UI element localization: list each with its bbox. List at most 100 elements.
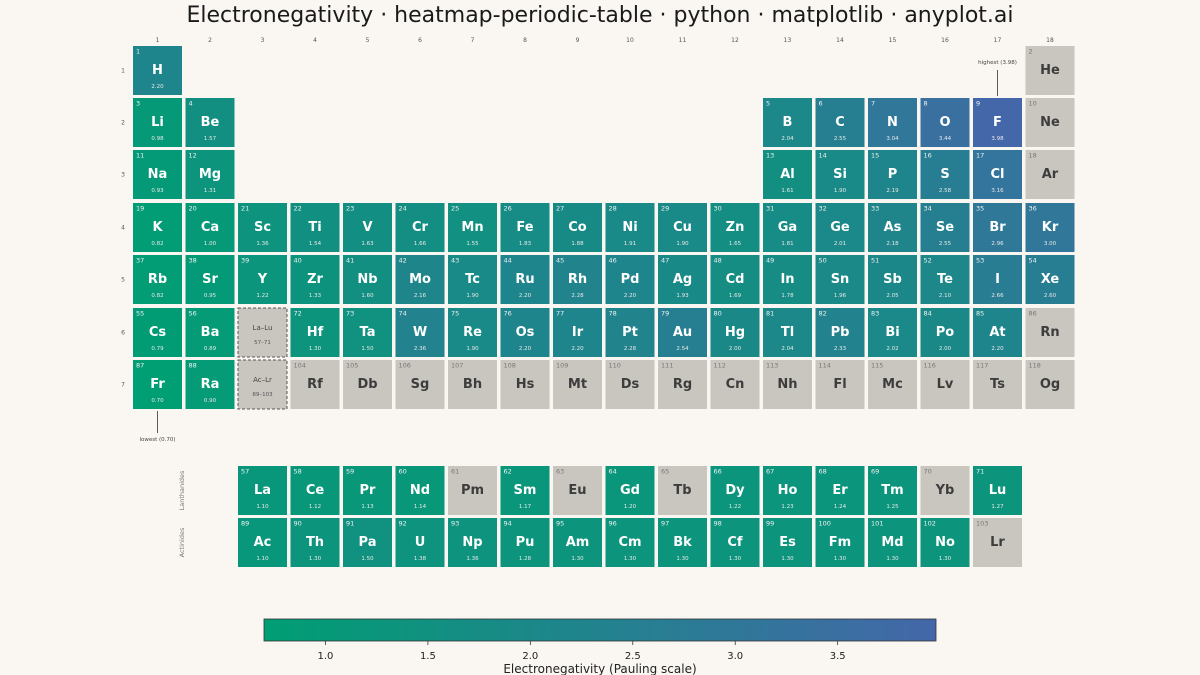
element-symbol: Fm <box>829 535 851 550</box>
atomic-number: 32 <box>819 205 827 213</box>
cell-background <box>868 360 917 409</box>
cell-background <box>133 360 182 409</box>
atomic-number: 113 <box>766 362 778 370</box>
element-symbol: Mg <box>199 167 221 182</box>
element-cell: 57 La 1.10 <box>238 466 287 515</box>
placeholder-background <box>237 307 288 358</box>
cell-background <box>920 150 970 199</box>
element-symbol: Nb <box>357 272 377 287</box>
cell-background <box>1025 98 1075 147</box>
element-cell: 9 F 3.98 <box>973 98 1022 147</box>
element-cell: 88 Ra 0.90 <box>185 360 235 409</box>
element-symbol: Pr <box>360 483 377 498</box>
electronegativity-value: 2.20 <box>519 293 532 299</box>
element-symbol: Pa <box>359 535 377 550</box>
electronegativity-value: 1.30 <box>309 556 322 562</box>
element-cell: 8 O 3.44 <box>920 98 970 147</box>
cell-background <box>658 466 707 515</box>
placeholder-cell: Ac–Lr 89–103 <box>237 359 288 410</box>
electronegativity-value: 3.44 <box>939 136 952 142</box>
cell-background <box>605 255 655 304</box>
element-cell: 82 Pb 2.33 <box>815 308 865 357</box>
cell-background <box>763 255 812 304</box>
element-symbol: He <box>1040 63 1060 78</box>
cell-background <box>815 255 865 304</box>
element-symbol: Lv <box>937 377 954 392</box>
element-cell: 5 B 2.04 <box>763 98 812 147</box>
element-cell: 71 Lu 1.27 <box>973 466 1022 515</box>
element-cell: 78 Pt 2.28 <box>605 308 655 357</box>
atomic-number: 36 <box>1029 205 1037 213</box>
element-symbol: Tm <box>881 483 903 498</box>
atomic-number: 28 <box>609 205 617 213</box>
electronegativity-value: 2.20 <box>519 346 532 352</box>
element-symbol: Fl <box>833 377 846 392</box>
atomic-number: 15 <box>871 152 879 160</box>
electronegativity-value: 2.00 <box>729 346 742 352</box>
element-symbol: Fr <box>150 377 165 392</box>
element-cell: 118 Og <box>1025 360 1075 409</box>
cell-background <box>710 518 760 567</box>
atomic-number: 110 <box>609 362 621 370</box>
cell-background <box>448 308 497 357</box>
atomic-number: 3 <box>136 100 140 108</box>
element-symbol: V <box>362 220 372 235</box>
group-label: 13 <box>784 37 792 44</box>
element-cell: 3 Li 0.98 <box>133 98 182 147</box>
atomic-number: 62 <box>504 468 512 476</box>
electronegativity-value: 1.61 <box>781 188 793 194</box>
element-symbol: Sn <box>831 272 850 287</box>
element-cell: 37 Rb 0.82 <box>133 255 182 304</box>
electronegativity-value: 1.27 <box>991 504 1004 510</box>
atomic-number: 87 <box>136 362 144 370</box>
element-cell: 34 Se 2.55 <box>920 203 970 252</box>
cell-background <box>395 518 445 567</box>
atomic-number: 20 <box>189 205 197 213</box>
element-symbol: Er <box>832 483 848 498</box>
highest-annotation: highest (3.98) <box>978 60 1017 96</box>
electronegativity-value: 2.28 <box>571 293 584 299</box>
element-symbol: Sm <box>514 483 537 498</box>
electronegativity-value: 1.88 <box>571 241 584 247</box>
electronegativity-value: 1.13 <box>361 504 374 510</box>
element-cell: 6 C 2.55 <box>815 98 865 147</box>
cell-background <box>1025 308 1075 357</box>
cell-background <box>763 518 812 567</box>
element-cell: 20 Ca 1.00 <box>185 203 235 252</box>
group-label: 3 <box>261 37 265 44</box>
cell-background <box>973 98 1022 147</box>
electronegativity-value: 1.93 <box>676 293 689 299</box>
element-symbol: C <box>835 115 845 130</box>
element-cell: 76 Os 2.20 <box>500 308 550 357</box>
element-cell: 31 Ga 1.81 <box>763 203 812 252</box>
electronegativity-value: 2.28 <box>624 346 637 352</box>
element-cell: 21 Sc 1.36 <box>238 203 287 252</box>
electronegativity-value: 1.30 <box>571 556 584 562</box>
cell-background <box>973 518 1022 567</box>
electronegativity-value: 2.20 <box>991 346 1004 352</box>
cell-background <box>448 466 497 515</box>
atomic-number: 13 <box>766 152 774 160</box>
element-symbol: Zn <box>726 220 745 235</box>
cell-background <box>238 203 287 252</box>
cell-background <box>448 255 497 304</box>
element-symbol: Nh <box>777 377 797 392</box>
element-cell: 89 Ac 1.10 <box>238 518 287 567</box>
placeholder-label: Ac–Lr <box>253 376 272 384</box>
element-cell: 35 Br 2.96 <box>973 203 1022 252</box>
electronegativity-value: 1.31 <box>204 188 216 194</box>
element-cell: 40 Zr 1.33 <box>290 255 340 304</box>
electronegativity-value: 3.98 <box>991 136 1004 142</box>
element-cell: 54 Xe 2.60 <box>1025 255 1075 304</box>
atomic-number: 44 <box>504 257 512 265</box>
element-cell: 45 Rh 2.28 <box>553 255 602 304</box>
element-symbol: Th <box>306 535 324 550</box>
element-cell: 58 Ce 1.12 <box>290 466 340 515</box>
atomic-number: 51 <box>871 257 879 265</box>
cell-background <box>238 518 287 567</box>
